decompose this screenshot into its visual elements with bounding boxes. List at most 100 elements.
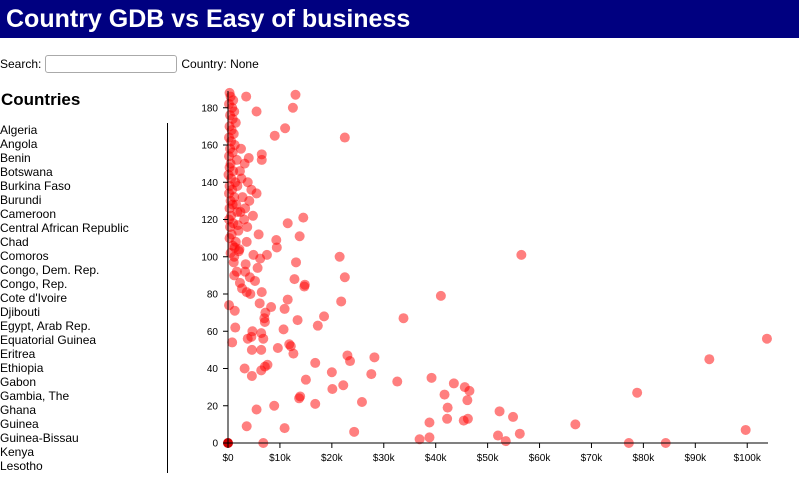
country-point[interactable] [255, 253, 266, 264]
country-list-item[interactable]: Benin [0, 151, 31, 165]
country-point[interactable] [279, 303, 290, 314]
country-point[interactable] [234, 166, 245, 177]
country-point[interactable] [289, 274, 300, 285]
country-point[interactable] [242, 333, 253, 344]
country-point[interactable] [336, 296, 347, 307]
country-point[interactable] [464, 385, 475, 396]
country-point[interactable] [298, 212, 309, 223]
country-list-item[interactable]: Ethiopia [0, 361, 44, 375]
country-list-item[interactable]: Lesotho [0, 459, 43, 473]
country-point[interactable] [366, 369, 377, 380]
country-point[interactable] [282, 218, 293, 229]
country-point[interactable] [516, 249, 527, 260]
country-list-item[interactable]: Botswana [0, 165, 53, 179]
country-list-item[interactable]: Central African Republic [0, 221, 129, 235]
country-list-item[interactable]: Djibouti [0, 305, 41, 319]
country-point[interactable] [279, 423, 290, 434]
country-point[interactable] [244, 195, 255, 206]
country-point[interactable] [227, 337, 238, 348]
country-point[interactable] [256, 365, 267, 376]
country-point[interactable] [256, 344, 267, 355]
country-point[interactable] [252, 262, 263, 273]
country-point[interactable] [339, 272, 350, 283]
country-point[interactable] [239, 363, 250, 374]
search-input[interactable] [45, 55, 178, 73]
country-list-item[interactable]: Guinea-Bissau [0, 431, 79, 445]
country-point[interactable] [632, 387, 643, 398]
country-list-item[interactable]: Congo, Dem. Rep. [0, 263, 100, 277]
country-point[interactable] [242, 221, 253, 232]
country-point[interactable] [240, 259, 251, 270]
country-point[interactable] [253, 229, 264, 240]
country-point[interactable] [310, 357, 321, 368]
country-list-item[interactable]: Gabon [0, 375, 37, 389]
country-point[interactable] [458, 415, 469, 426]
country-point[interactable] [280, 123, 291, 134]
country-list-item[interactable]: Eritrea [0, 347, 36, 361]
country-point[interactable] [345, 356, 356, 367]
country-point[interactable] [300, 374, 311, 385]
country-list-item[interactable]: Ghana [0, 403, 37, 417]
country-point[interactable] [259, 316, 270, 327]
country-point[interactable] [241, 91, 252, 102]
country-point[interactable] [462, 395, 473, 406]
country-list[interactable]: Algeria Angola Benin Botswana Burkina Faso Bu… [0, 123, 168, 473]
country-point[interactable] [326, 367, 337, 378]
country-point[interactable] [241, 421, 252, 432]
country-point[interactable] [327, 383, 338, 394]
country-list-item[interactable]: Burundi [0, 193, 42, 207]
country-point[interactable] [312, 320, 323, 331]
country-point[interactable] [254, 298, 265, 309]
country-list-item[interactable]: Burkina Faso [0, 179, 71, 193]
country-point[interactable] [448, 378, 459, 389]
country-point[interactable] [271, 242, 282, 253]
country-point[interactable] [338, 380, 349, 391]
country-point[interactable] [290, 89, 301, 100]
country-list-item[interactable]: Chad [0, 235, 29, 249]
country-point[interactable] [424, 432, 435, 443]
country-list-item[interactable]: Kenya [0, 445, 35, 459]
country-point[interactable] [235, 207, 246, 218]
country-point[interactable] [334, 251, 345, 262]
country-point[interactable] [392, 376, 403, 387]
country-point[interactable] [349, 426, 360, 437]
country-point[interactable] [442, 402, 453, 413]
country-point[interactable] [442, 413, 453, 424]
country-point[interactable] [424, 417, 435, 428]
country-point[interactable] [414, 434, 425, 445]
country-list-item[interactable]: Gambia, The [0, 389, 70, 403]
country-point[interactable] [299, 281, 310, 292]
country-point[interactable] [272, 343, 283, 354]
country-point[interactable] [319, 311, 330, 322]
country-point[interactable] [288, 348, 299, 359]
country-point[interactable] [287, 102, 298, 113]
country-point[interactable] [224, 151, 235, 162]
country-point[interactable] [242, 177, 253, 188]
country-list-item[interactable]: Comoros [0, 249, 49, 263]
country-point[interactable] [292, 315, 303, 326]
country-point[interactable] [704, 354, 715, 365]
country-point[interactable] [256, 287, 267, 298]
country-point[interactable] [231, 199, 242, 210]
country-point[interactable] [291, 257, 302, 268]
country-point[interactable] [426, 372, 437, 383]
country-list-item[interactable]: Cameroon [0, 207, 57, 221]
country-point[interactable] [251, 404, 262, 415]
country-point[interactable] [229, 270, 240, 281]
country-point[interactable] [269, 130, 280, 141]
country-point[interactable] [740, 424, 751, 435]
country-point[interactable] [229, 305, 240, 316]
country-point[interactable] [282, 294, 293, 305]
country-point[interactable] [251, 106, 262, 117]
country-point[interactable] [570, 419, 581, 430]
country-list-item[interactable]: Algeria [0, 123, 38, 137]
country-point[interactable] [310, 398, 321, 409]
country-point[interactable] [493, 430, 503, 441]
country-point[interactable] [245, 289, 256, 300]
country-point[interactable] [269, 400, 280, 411]
country-point[interactable] [369, 352, 380, 363]
country-point[interactable] [232, 220, 243, 231]
country-point[interactable] [294, 231, 305, 242]
country-point[interactable] [250, 275, 260, 286]
country-point[interactable] [508, 411, 519, 422]
